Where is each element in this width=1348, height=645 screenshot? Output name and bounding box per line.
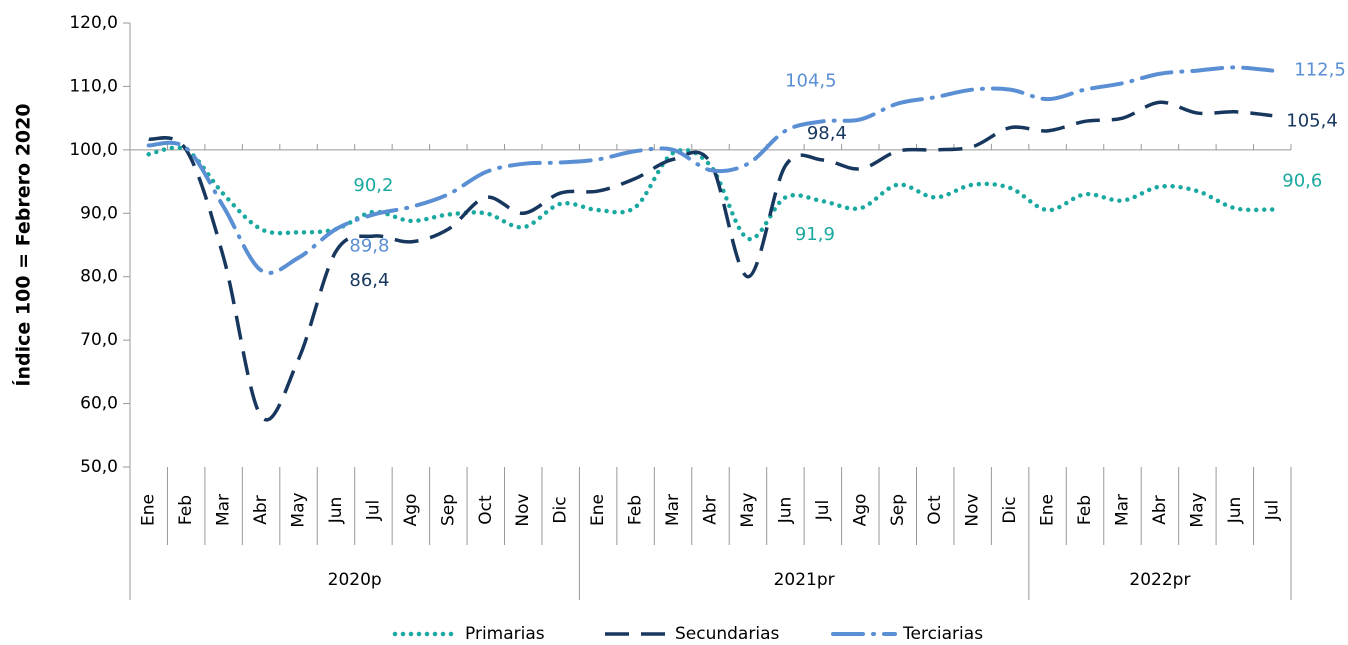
x-tick-label: Oct: [925, 495, 945, 525]
x-tick-label: Ago: [850, 494, 870, 527]
x-tick-label: Dic: [1000, 496, 1020, 523]
x-tick-label: Oct: [476, 495, 496, 525]
x-tick-label: Abr: [251, 495, 271, 524]
data-label: 98,4: [807, 123, 847, 144]
y-tick-label: 110,0: [69, 76, 118, 96]
x-tick-label: Mar: [1112, 494, 1132, 526]
x-tick-label: Dic: [551, 496, 571, 523]
x-tick-label: Abr: [1150, 495, 1170, 524]
data-label: 90,2: [353, 175, 393, 196]
y-axis-label: Índice 100 = Febrero 2020: [12, 103, 35, 386]
data-label: 112,5: [1294, 60, 1346, 81]
data-label: 104,5: [785, 70, 837, 91]
series-line: [146, 145, 1275, 242]
y-tick-label: 70,0: [80, 330, 118, 350]
y-tick-label: 100,0: [69, 140, 118, 160]
y-tick-label: 50,0: [80, 457, 118, 477]
x-tick-label: May: [289, 492, 309, 527]
x-tick-label: Jul: [813, 500, 833, 522]
legend-label: Secundarias: [675, 624, 779, 644]
y-tick-label: 120,0: [69, 13, 118, 33]
series-line: [146, 65, 1275, 275]
x-tick-label: Jun: [775, 497, 795, 525]
y-tick-label: 90,0: [80, 203, 118, 223]
x-tick-label: Nov: [513, 493, 533, 526]
x-tick-label: Feb: [626, 495, 646, 525]
data-label: 89,8: [349, 236, 389, 257]
x-tick-label: Jul: [1262, 500, 1282, 522]
x-tick-label: Ene: [588, 494, 608, 526]
x-tick-label: Ago: [401, 494, 421, 527]
x-tick-label: Mar: [663, 494, 683, 526]
x-tick-label: Jun: [1225, 497, 1245, 525]
x-tick-label: Sep: [438, 494, 458, 526]
data-label: 105,4: [1286, 111, 1338, 132]
group-label: 2022pr: [1129, 570, 1190, 590]
x-tick-label: Ene: [1038, 494, 1058, 526]
data-label: 86,4: [349, 270, 389, 291]
x-tick-label: Feb: [1075, 495, 1095, 525]
x-tick-label: Jun: [326, 497, 346, 525]
x-tick-label: Feb: [176, 495, 196, 525]
y-tick-label: 60,0: [80, 394, 118, 414]
x-tick-label: Sep: [888, 494, 908, 526]
x-tick-label: Nov: [963, 493, 983, 526]
series-line: [148, 100, 1273, 422]
x-tick-label: Mar: [214, 494, 234, 526]
legend-label: Primarias: [465, 624, 545, 644]
x-tick-label: May: [1187, 492, 1207, 527]
group-label: 2020p: [328, 570, 382, 590]
x-tick-label: Jul: [363, 500, 383, 522]
group-label: 2021pr: [774, 570, 835, 590]
data-label: 90,6: [1282, 170, 1322, 191]
x-tick-label: May: [738, 492, 758, 527]
y-tick-label: 80,0: [80, 267, 118, 287]
data-label: 91,9: [795, 224, 835, 245]
x-tick-label: Ene: [139, 494, 159, 526]
legend-label: Terciarias: [902, 624, 983, 644]
x-tick-label: Abr: [701, 495, 721, 524]
